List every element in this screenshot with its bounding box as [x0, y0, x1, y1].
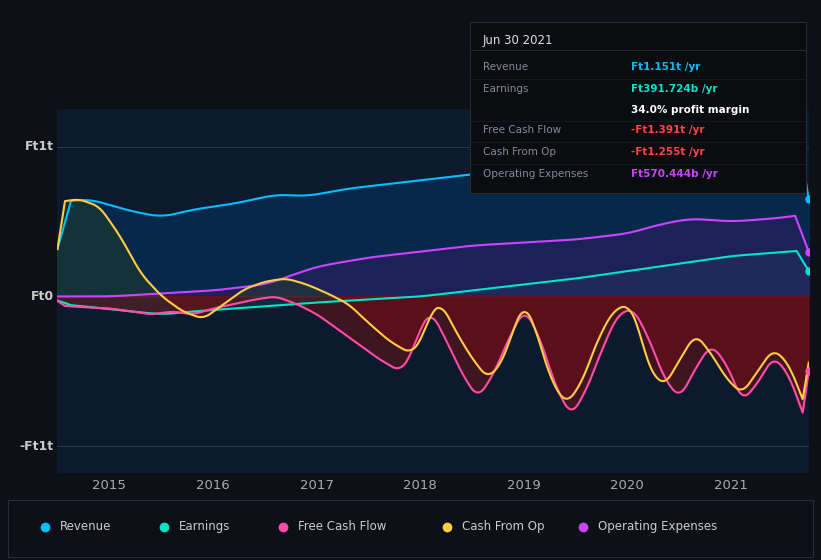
Text: Earnings: Earnings: [483, 84, 529, 94]
Text: Cash From Op: Cash From Op: [483, 147, 556, 157]
Text: Ft0: Ft0: [30, 290, 53, 303]
Text: Earnings: Earnings: [179, 520, 231, 533]
Text: -Ft1.391t /yr: -Ft1.391t /yr: [631, 125, 704, 135]
Text: Free Cash Flow: Free Cash Flow: [298, 520, 387, 533]
Text: -Ft1.255t /yr: -Ft1.255t /yr: [631, 147, 704, 157]
Text: Ft1t: Ft1t: [25, 140, 53, 153]
Text: Free Cash Flow: Free Cash Flow: [483, 125, 562, 135]
Text: Ft570.444b /yr: Ft570.444b /yr: [631, 170, 718, 179]
Text: -Ft1t: -Ft1t: [20, 440, 53, 452]
Text: Operating Expenses: Operating Expenses: [483, 170, 589, 179]
Text: Cash From Op: Cash From Op: [462, 520, 544, 533]
Text: Ft1.151t /yr: Ft1.151t /yr: [631, 62, 700, 72]
Text: Revenue: Revenue: [483, 62, 528, 72]
Text: Revenue: Revenue: [60, 520, 112, 533]
Text: Jun 30 2021: Jun 30 2021: [483, 34, 553, 48]
Text: Operating Expenses: Operating Expenses: [598, 520, 717, 533]
Text: Ft391.724b /yr: Ft391.724b /yr: [631, 84, 718, 94]
Text: 34.0% profit margin: 34.0% profit margin: [631, 105, 750, 114]
